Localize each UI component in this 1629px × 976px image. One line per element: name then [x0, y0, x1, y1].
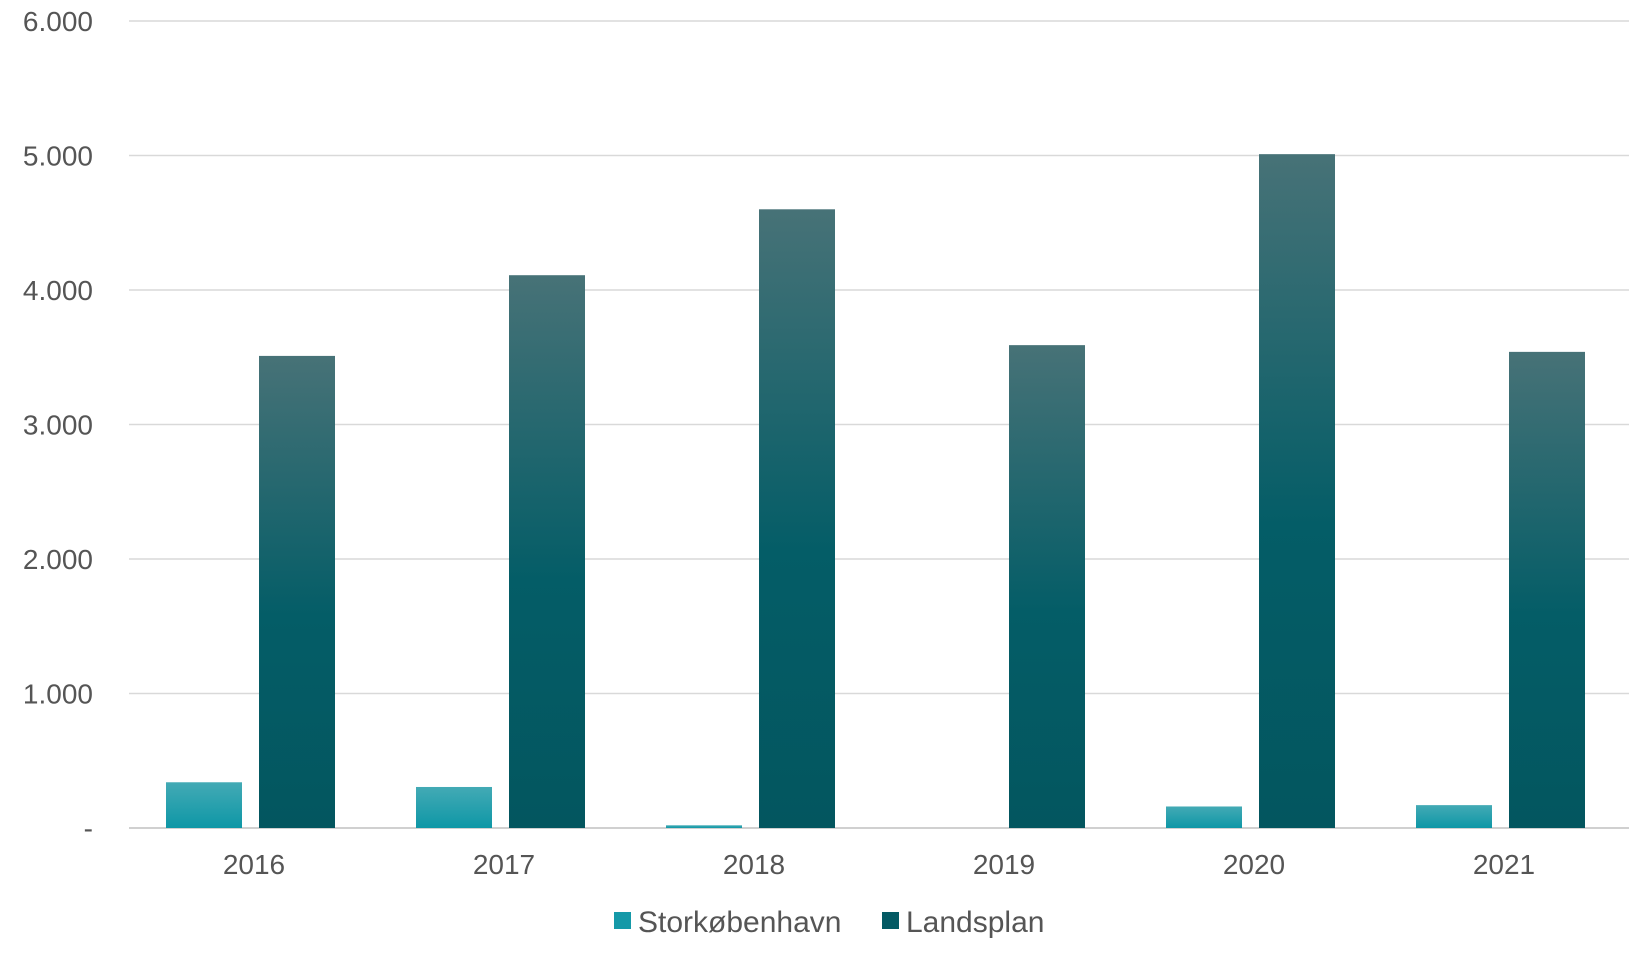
y-tick-label: 3.000 — [23, 410, 93, 441]
legend-swatch — [614, 912, 631, 929]
y-tick-label: 6.000 — [23, 6, 93, 37]
bars — [166, 154, 1585, 829]
legend-label: Storkøbenhavn — [638, 906, 841, 939]
bar-landsplan-2017 — [509, 275, 585, 829]
x-tick-label-2016: 2016 — [223, 849, 285, 880]
bar-landsplan-2016 — [259, 355, 335, 828]
x-tick-label-2018: 2018 — [723, 849, 785, 880]
y-tick-label: 5.000 — [23, 141, 93, 172]
bar-landsplan-2020 — [1259, 154, 1335, 828]
x-tick-label-2020: 2020 — [1223, 849, 1285, 880]
bar-storkobenhavn-2021 — [1416, 805, 1492, 828]
x-tick-label-2019: 2019 — [973, 849, 1035, 880]
y-axis: - 1.000 2.000 3.000 4.000 5.000 6.000 — [23, 6, 93, 844]
bar-landsplan-2021 — [1509, 351, 1585, 828]
x-tick-label-2021: 2021 — [1473, 849, 1535, 880]
bar-storkobenhavn-2018 — [666, 825, 742, 828]
y-tick-label: 4.000 — [23, 275, 93, 306]
bar-storkobenhavn-2017 — [416, 786, 492, 828]
bar-landsplan-2018 — [759, 209, 835, 829]
legend: Storkøbenhavn Landsplan — [614, 906, 1044, 939]
y-tick-label: - — [84, 813, 93, 844]
bar-storkobenhavn-2016 — [166, 782, 242, 828]
bar-landsplan-2019 — [1009, 345, 1085, 828]
legend-item-storkobenhavn: Storkøbenhavn — [614, 906, 841, 939]
gridlines — [129, 20, 1629, 829]
legend-label: Landsplan — [906, 906, 1044, 939]
y-tick-label: 1.000 — [23, 679, 93, 710]
x-tick-label-2017: 2017 — [473, 849, 535, 880]
bar-storkobenhavn-2020 — [1166, 806, 1242, 828]
y-tick-label: 2.000 — [23, 544, 93, 575]
legend-item-landsplan: Landsplan — [882, 906, 1044, 939]
x-axis: 2016 2017 2018 2019 2020 2021 — [223, 849, 1535, 880]
legend-swatch — [882, 912, 899, 929]
